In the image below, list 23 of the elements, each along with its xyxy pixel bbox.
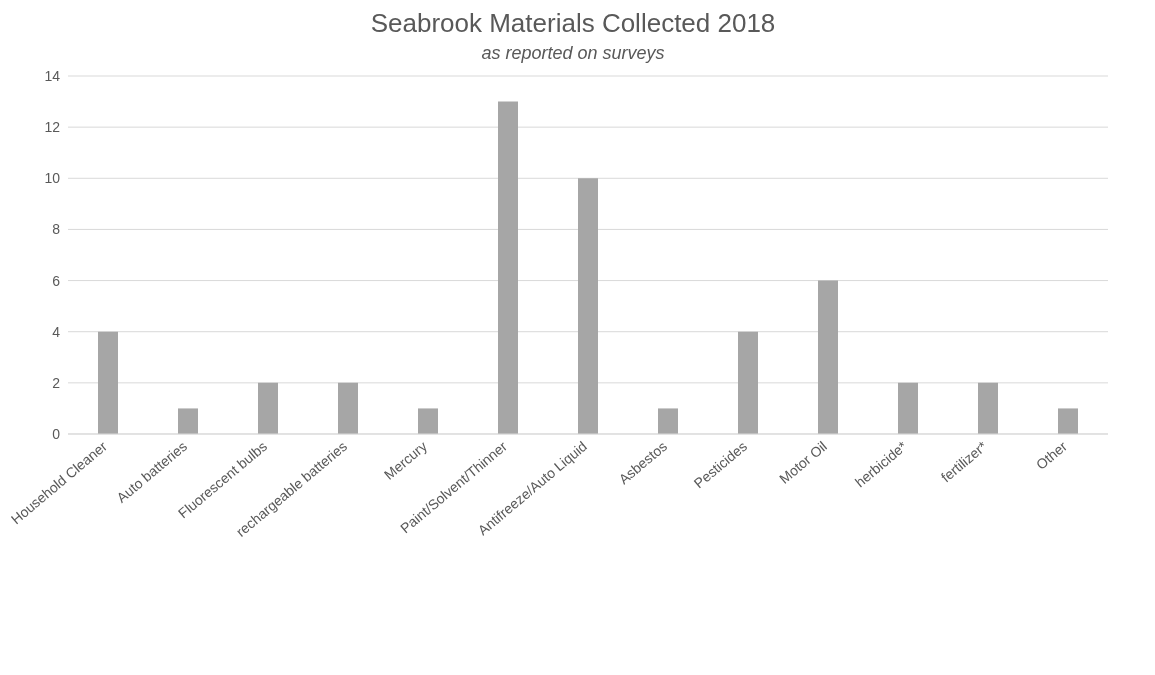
bar [418, 408, 438, 434]
chart-subtitle: as reported on surveys [480, 43, 666, 64]
y-tick-label: 10 [44, 170, 61, 187]
chart-title: Seabrook Materials Collected 2018 [369, 8, 777, 39]
bar [738, 331, 758, 434]
y-tick-label: 0 [52, 425, 61, 442]
y-tick-label: 6 [52, 272, 61, 289]
y-tick-label: 14 [44, 67, 61, 84]
bar [898, 382, 918, 434]
y-tick-label: 12 [44, 119, 61, 136]
bar [338, 382, 358, 434]
y-tick-label: 2 [52, 374, 61, 391]
bar [658, 408, 678, 434]
bar [498, 101, 518, 434]
bar [978, 382, 998, 434]
bar [258, 382, 278, 434]
bar [178, 408, 198, 434]
bar [578, 178, 598, 434]
bar [818, 280, 838, 434]
y-tick-label: 4 [52, 323, 61, 340]
y-tick-label: 8 [52, 221, 61, 238]
bar [98, 331, 118, 434]
bar [1058, 408, 1078, 434]
